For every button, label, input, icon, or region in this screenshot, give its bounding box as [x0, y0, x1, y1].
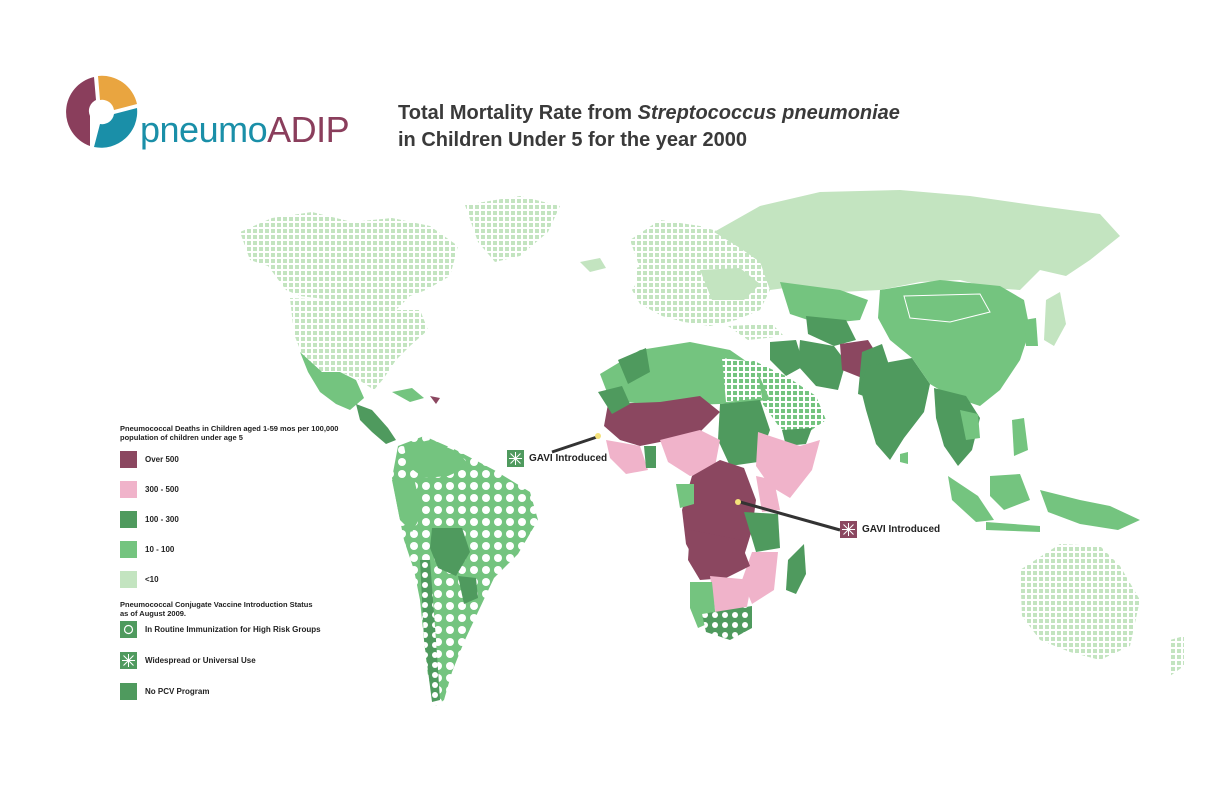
region-japan [1044, 292, 1066, 346]
legend-label: 10 - 100 [145, 544, 175, 554]
region-canada-alaska [240, 212, 458, 310]
region-peru [392, 478, 422, 532]
swatch-10-100 [120, 540, 137, 558]
region-bolivia [430, 528, 470, 576]
swatch-300-500 [120, 480, 137, 498]
region-indonesia-borneo [990, 474, 1030, 510]
vaccine-legend-title: Pneumococcal Conjugate Vaccine Introduct… [120, 600, 313, 618]
region-mexico [300, 352, 364, 410]
gambia-marker [595, 433, 601, 439]
star-pattern-icon [840, 521, 857, 538]
region-indonesia-east [1040, 490, 1140, 530]
region-ghana [644, 446, 656, 468]
legend-item-100-300: 100 - 300 [120, 510, 179, 528]
circle-pattern-icon [120, 620, 137, 638]
region-java [986, 522, 1040, 532]
region-south-africa [702, 606, 752, 640]
region-usa [290, 298, 428, 390]
region-egypt [722, 358, 762, 402]
legend-item-over-500: Over 500 [120, 450, 179, 468]
region-chile [420, 560, 440, 702]
callout-line-east [739, 500, 841, 532]
map-title: Total Mortality Rate from Streptococcus … [398, 100, 900, 154]
region-morocco [618, 348, 650, 384]
region-madagascar [786, 544, 806, 594]
region-iran [798, 340, 846, 390]
region-angola-zambia [688, 530, 750, 580]
gavi-callout-west: GAVI Introduced [507, 450, 607, 467]
region-yemen [782, 428, 812, 446]
legend-label: In Routine Immunization for High Risk Gr… [145, 624, 321, 634]
legend-item-300-500: 300 - 500 [120, 480, 179, 498]
brand-wordmark: pneumoADIP [140, 109, 350, 150]
swatch-100-300 [120, 510, 137, 528]
legend-item-under-10: <10 [120, 570, 159, 588]
region-colombia-venezuela [404, 440, 470, 478]
region-paraguay [458, 576, 478, 604]
legend-label: 300 - 500 [145, 484, 179, 494]
region-kenya [756, 476, 780, 512]
region-gabon [676, 484, 694, 508]
gavi-callout-east: GAVI Introduced [840, 521, 940, 538]
title-line-2: in Children Under 5 for the year 2000 [398, 129, 747, 151]
legend-item-high-risk: In Routine Immunization for High Risk Gr… [120, 620, 321, 638]
region-korea [1024, 318, 1038, 346]
callout-line-west [551, 434, 601, 454]
region-mongolia-border [903, 293, 991, 323]
region-south-america [392, 436, 538, 706]
region-central-asia [806, 316, 856, 346]
gavi-label-west: GAVI Introduced [529, 453, 608, 464]
legend-label: Over 500 [145, 454, 179, 464]
region-philippines [1012, 418, 1028, 456]
region-kazakhstan [780, 282, 868, 324]
region-cambodia-laos [960, 410, 980, 440]
region-tanzania [744, 512, 780, 552]
region-sri-lanka [900, 452, 908, 464]
brand-part-adip: ADIP [267, 109, 350, 150]
region-turkey [728, 324, 784, 340]
swatch-over-500 [120, 450, 137, 468]
region-iceland [580, 258, 606, 272]
region-new-zealand [1170, 636, 1184, 676]
legend-item-no-pcv: No PCV Program [120, 682, 209, 700]
legend-item-widespread: Widespread or Universal Use [120, 651, 256, 669]
region-india [860, 358, 930, 460]
legend-label: Widespread or Universal Use [145, 655, 256, 665]
region-southern-africa-pink [710, 576, 752, 616]
region-mauritania [598, 386, 630, 414]
rwanda-marker [735, 499, 741, 505]
region-southeast-asia [934, 388, 980, 466]
swatch-no-pcv [120, 682, 137, 700]
title-line-1: Total Mortality Rate from Streptococcus … [398, 100, 900, 127]
region-indonesia-west [948, 476, 994, 522]
region-eastern-europe [700, 268, 760, 300]
legend-label: 100 - 300 [145, 514, 179, 524]
mortality-legend-title: Pneumococcal Deaths in Children aged 1-5… [120, 424, 339, 442]
pneumoadip-logo-icon [66, 75, 138, 148]
swatch-under-10 [120, 570, 137, 588]
legend-label: <10 [145, 574, 159, 584]
legend-label: No PCV Program [145, 686, 210, 696]
region-greenland [465, 196, 560, 262]
region-central-america [356, 404, 396, 444]
region-haiti [430, 396, 440, 404]
region-saudi-arabia [752, 360, 826, 438]
gavi-label-east: GAVI Introduced [862, 524, 941, 535]
region-west-africa-pink [606, 440, 648, 474]
brand-part-pneumo: pneumo [140, 109, 268, 150]
region-russia [714, 190, 1120, 292]
region-mozambique [742, 552, 778, 604]
legend-item-10-100: 10 - 100 [120, 540, 174, 558]
star-pattern-icon [507, 450, 524, 467]
region-iraq [770, 340, 804, 376]
region-australia [1020, 544, 1140, 660]
region-caribbean [392, 388, 424, 402]
title-species: Streptococcus pneumoniae [637, 102, 900, 124]
star-pattern-icon [120, 651, 137, 669]
title-prefix: Total Mortality Rate from [398, 102, 638, 124]
region-nigeria-pink [660, 430, 720, 476]
region-uk [636, 264, 650, 292]
